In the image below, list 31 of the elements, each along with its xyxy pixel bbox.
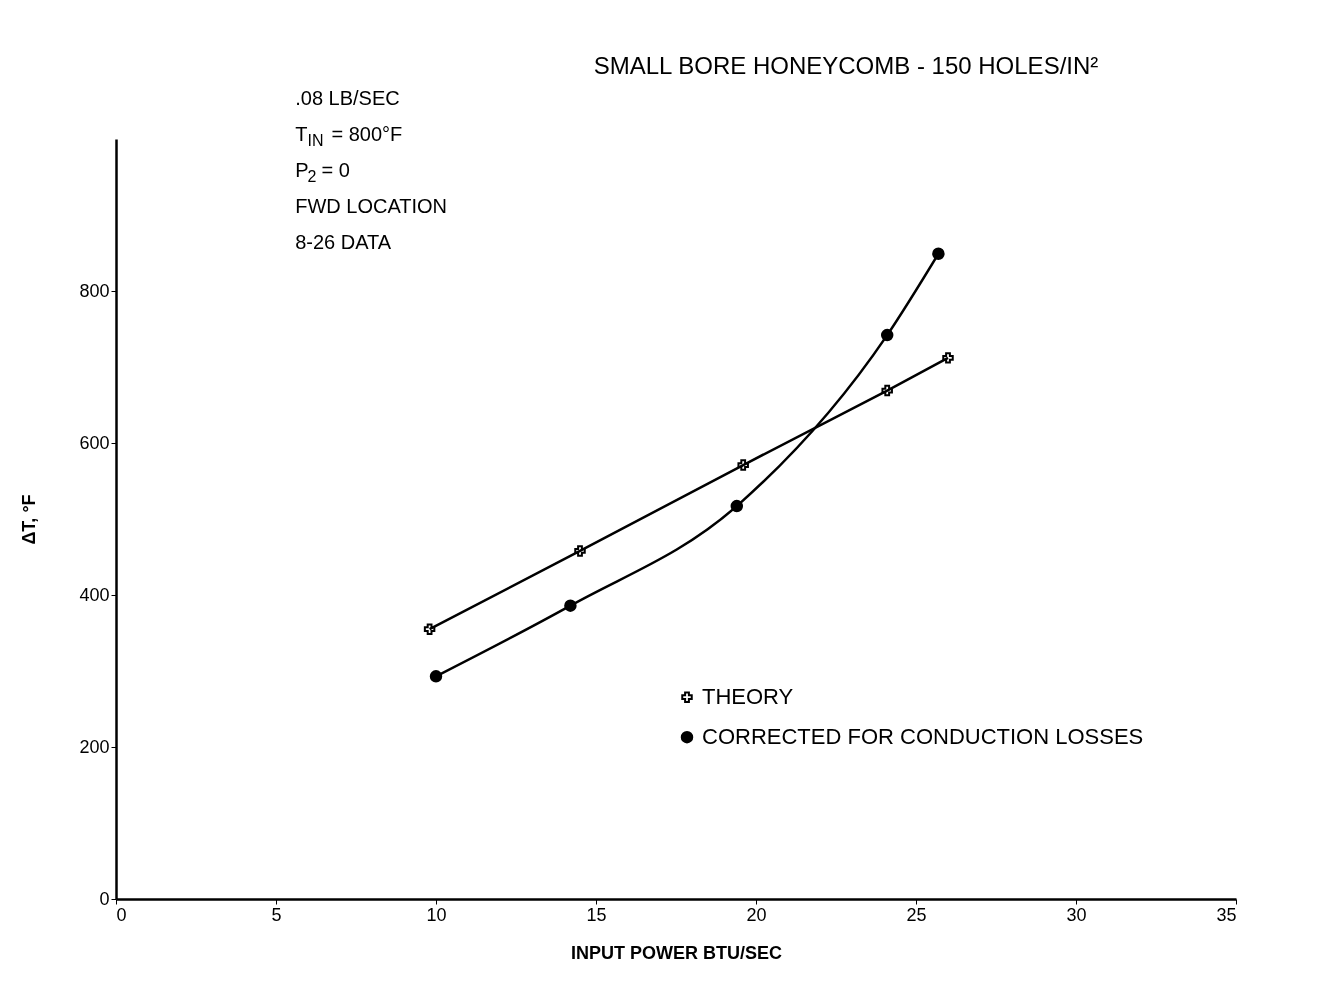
point [881,384,893,397]
point [932,247,945,260]
x-tick-label: 35 [1216,904,1237,925]
y-axis-title: ΔT, °F [19,494,40,545]
x-axis-title: INPUT POWER BTU/SEC [570,942,783,963]
y-tick-label: 400 [79,584,110,605]
x-tick-label: 10 [426,904,447,925]
chart-title: SMALL BORE HONEYCOMB - 150 HOLES/IN² [593,52,1099,79]
point [564,599,577,612]
y-tick-label: 600 [79,432,110,453]
point [737,459,749,471]
annotation: FWD LOCATION [295,195,448,217]
point [574,545,586,557]
x-tick-label: 25 [906,904,927,925]
legend-label: THEORY [702,684,794,710]
point [880,328,894,342]
point [942,352,954,364]
x-tick-label: 30 [1066,904,1087,925]
point [429,670,443,683]
legend-label: CORRECTED FOR CONDUCTION LOSSES [702,724,1144,750]
annotation: 8-26 DATA [295,231,392,253]
x-tick-label: 5 [271,904,282,925]
point [423,623,436,635]
y-tick-label: 0 [99,888,110,909]
y-tick-label: 200 [79,736,110,757]
text: .08 LB/SEC [295,87,400,109]
x-tick-label: 15 [586,904,607,925]
point [730,499,744,513]
x-tick-label: 0 [116,904,127,925]
y-tick-label: 800 [79,280,110,301]
x-tick-label: 20 [746,904,767,925]
